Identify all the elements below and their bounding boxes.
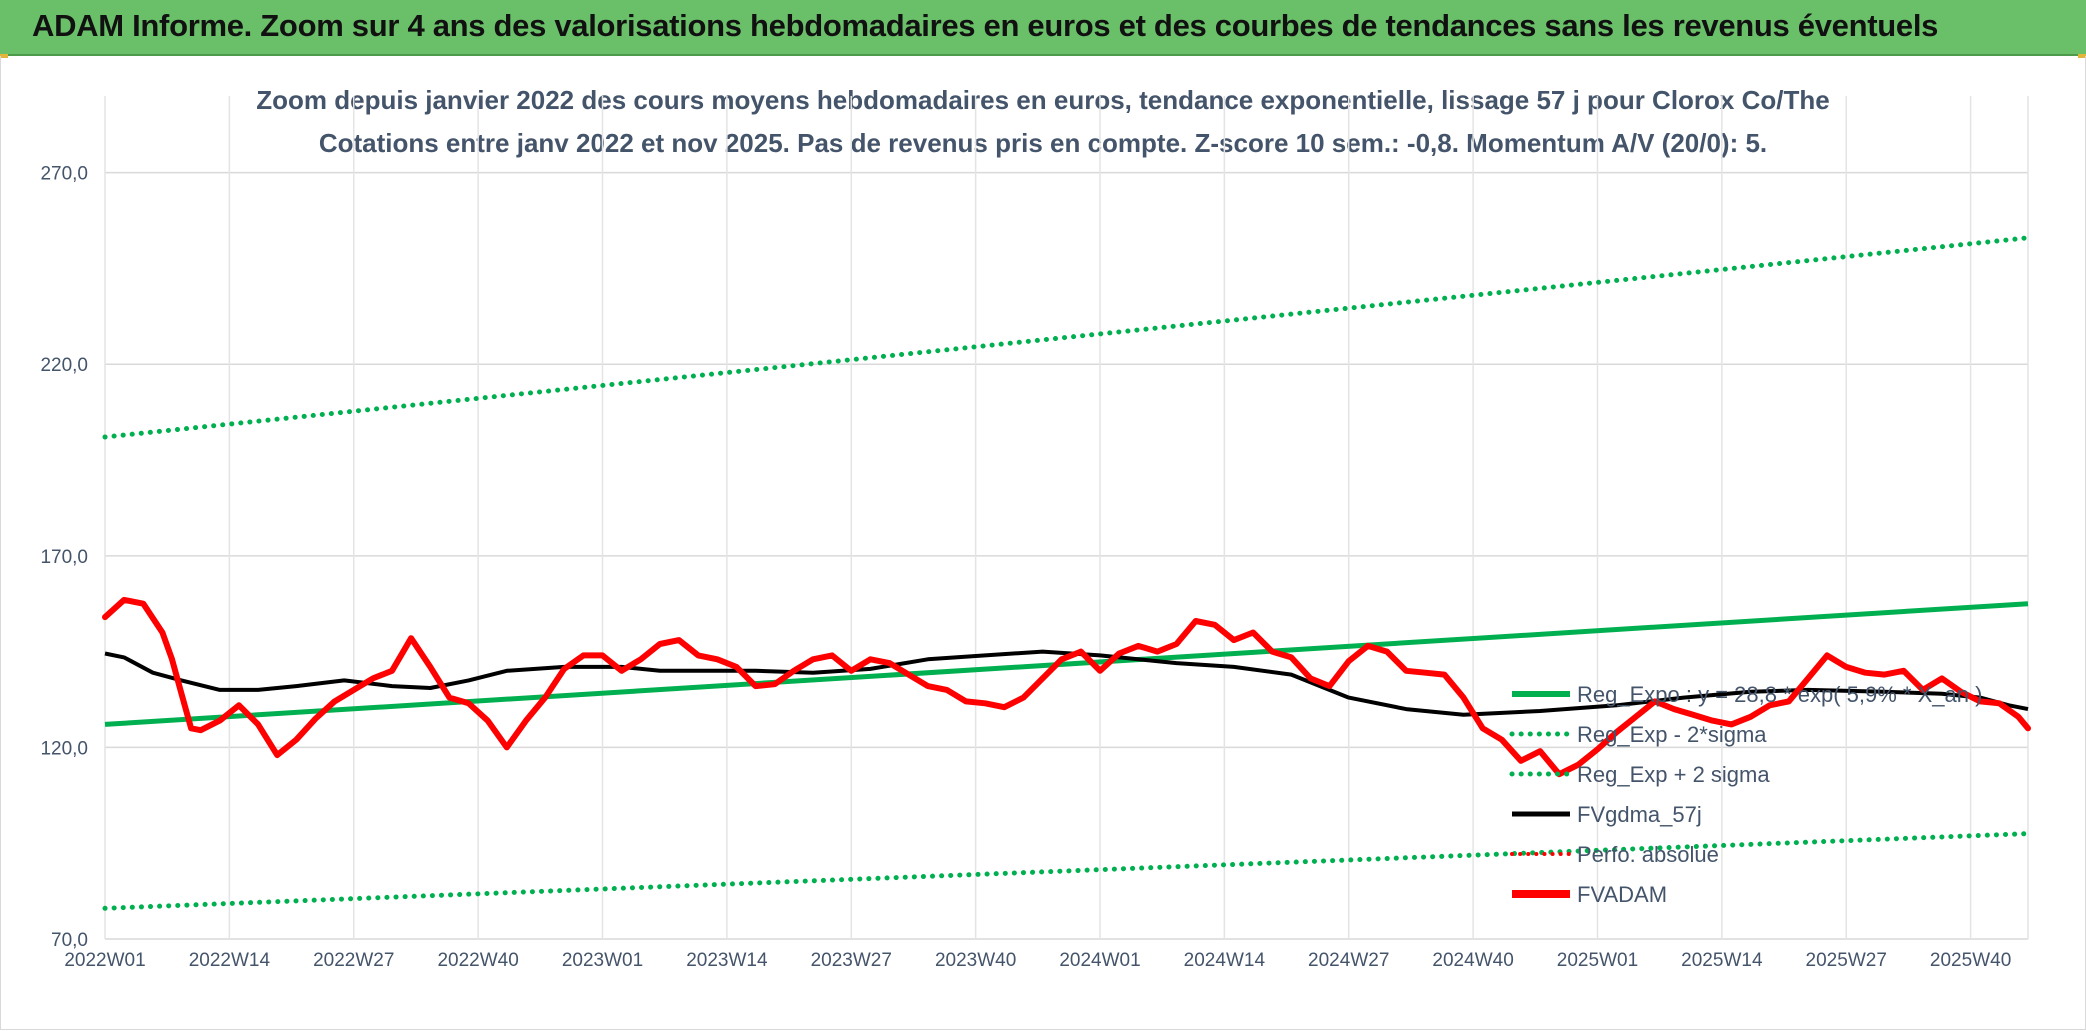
x-tick-label: 2023W14 bbox=[686, 950, 768, 971]
chart-svg: Zoom depuis janvier 2022 des cours moyen… bbox=[40, 85, 2031, 971]
x-tick-label: 2023W27 bbox=[811, 950, 892, 971]
x-tick-label: 2024W27 bbox=[1308, 950, 1389, 971]
x-tick-label: 2024W40 bbox=[1432, 950, 1513, 971]
series-reg-expo bbox=[104, 601, 2029, 727]
report-title: ADAM Informe. Zoom sur 4 ans des valoris… bbox=[32, 8, 1939, 43]
x-tick-label: 2023W01 bbox=[562, 950, 643, 971]
legend: Reg_Expo : y = 28,8 * exp( 5,9% * X_an )… bbox=[1509, 682, 1982, 907]
x-tick-label: 2022W40 bbox=[437, 950, 518, 971]
title-banner: ADAM Informe. Zoom sur 4 ans des valoris… bbox=[0, 0, 2086, 56]
legend-label: FVgdma_57j bbox=[1577, 802, 1702, 827]
x-tick-label: 2025W14 bbox=[1681, 950, 1763, 971]
legend-label: Reg_Exp + 2 sigma bbox=[1577, 762, 1770, 787]
legend-label: Perfo. absolue bbox=[1577, 842, 1719, 867]
x-tick-label: 2022W14 bbox=[189, 950, 271, 971]
legend-label: Reg_Exp - 2*sigma bbox=[1577, 722, 1767, 747]
x-tick-label: 2024W01 bbox=[1059, 950, 1140, 971]
x-tick-label: 2023W40 bbox=[935, 950, 1016, 971]
legend-label: Reg_Expo : y = 28,8 * exp( 5,9% * X_an ) bbox=[1577, 682, 1982, 707]
series-reg-exp-minus-2sigma bbox=[102, 831, 2031, 911]
x-tick-label: 2022W27 bbox=[313, 950, 394, 971]
chart-title-line1: Zoom depuis janvier 2022 des cours moyen… bbox=[256, 85, 1829, 115]
y-tick-label: 220,0 bbox=[40, 355, 88, 376]
y-tick-label: 170,0 bbox=[40, 547, 88, 568]
x-tick-label: 2025W40 bbox=[1930, 950, 2011, 971]
y-tick-label: 270,0 bbox=[40, 164, 88, 185]
y-axis-ticks: 70,0 120,0 170,0 220,0 270,0 bbox=[40, 164, 88, 951]
x-tick-label: 2025W01 bbox=[1557, 950, 1638, 971]
y-tick-label: 120,0 bbox=[40, 738, 88, 759]
chart-title-line2: Cotations entre janv 2022 et nov 2025. P… bbox=[319, 128, 1767, 158]
x-tick-label: 2022W01 bbox=[64, 950, 145, 971]
x-tick-label: 2025W27 bbox=[1806, 950, 1887, 971]
gridlines bbox=[104, 96, 2029, 940]
x-axis-ticks: 2022W01 2022W14 2022W27 2022W40 2023W01 2023W… bbox=[64, 950, 2011, 971]
y-tick-label: 70,0 bbox=[51, 930, 88, 951]
series-fvadam bbox=[102, 596, 2031, 778]
x-tick-label: 2024W14 bbox=[1184, 950, 1266, 971]
corner-accent-left bbox=[0, 54, 8, 58]
series-fvgdma-57j bbox=[104, 649, 2029, 717]
corner-accent-right bbox=[2078, 54, 2086, 58]
series-group bbox=[102, 235, 2031, 911]
series-reg-exp-plus-2sigma bbox=[102, 235, 2031, 440]
legend-label: FVADAM bbox=[1577, 882, 1667, 907]
